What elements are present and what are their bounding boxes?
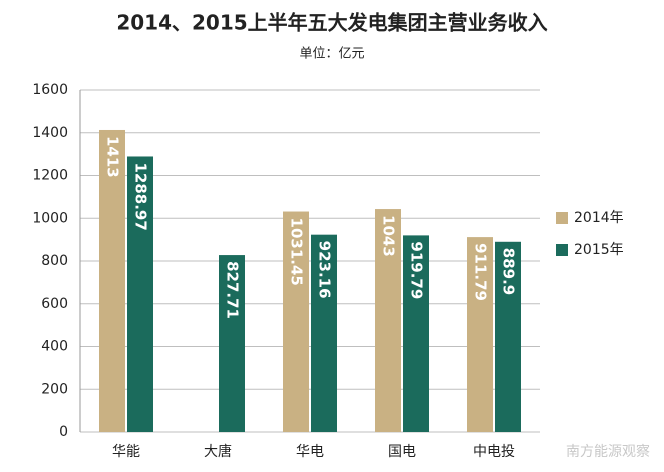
x-tick-label: 华电 — [296, 444, 324, 460]
y-tick-label: 1400 — [32, 125, 68, 141]
y-tick-label: 1200 — [32, 168, 68, 184]
bar — [467, 237, 493, 432]
data-label: 827.71 — [224, 261, 242, 319]
legend-swatch — [556, 244, 568, 256]
y-tick-label: 600 — [41, 296, 68, 312]
data-label: 923.16 — [316, 241, 334, 299]
data-label: 1413 — [104, 136, 122, 178]
legend-swatch — [556, 212, 568, 224]
data-label: 1043 — [380, 215, 398, 257]
y-tick-label: 1000 — [32, 210, 68, 226]
data-label: 919.79 — [408, 241, 426, 299]
y-tick-label: 200 — [41, 381, 68, 397]
data-label: 1031.45 — [288, 218, 306, 286]
y-tick-label: 800 — [41, 253, 68, 269]
legend-label: 2015年 — [574, 242, 624, 258]
x-tick-label: 华能 — [112, 444, 140, 460]
bar — [495, 241, 521, 432]
x-tick-label: 国电 — [388, 444, 416, 460]
bar — [375, 209, 401, 432]
bar — [283, 211, 309, 432]
bar — [219, 255, 245, 432]
y-tick-label: 400 — [41, 339, 68, 355]
bar — [127, 156, 153, 432]
data-label: 889.9 — [500, 248, 518, 295]
bar — [311, 234, 337, 432]
y-tick-label: 0 — [59, 424, 68, 440]
watermark: 南方能源观察 — [566, 443, 650, 460]
data-label: 911.79 — [472, 243, 490, 301]
x-tick-label: 大唐 — [204, 443, 232, 460]
chart-title: 2014、2015上半年五大发电集团主营业务收入 — [116, 11, 547, 35]
x-tick-label: 中电投 — [473, 444, 515, 460]
bar — [403, 235, 429, 432]
data-label: 1288.97 — [132, 162, 150, 230]
chart-subtitle: 单位：亿元 — [299, 47, 364, 62]
legend-label: 2014年 — [574, 210, 624, 226]
y-tick-label: 1600 — [32, 82, 68, 98]
bar — [99, 129, 125, 432]
